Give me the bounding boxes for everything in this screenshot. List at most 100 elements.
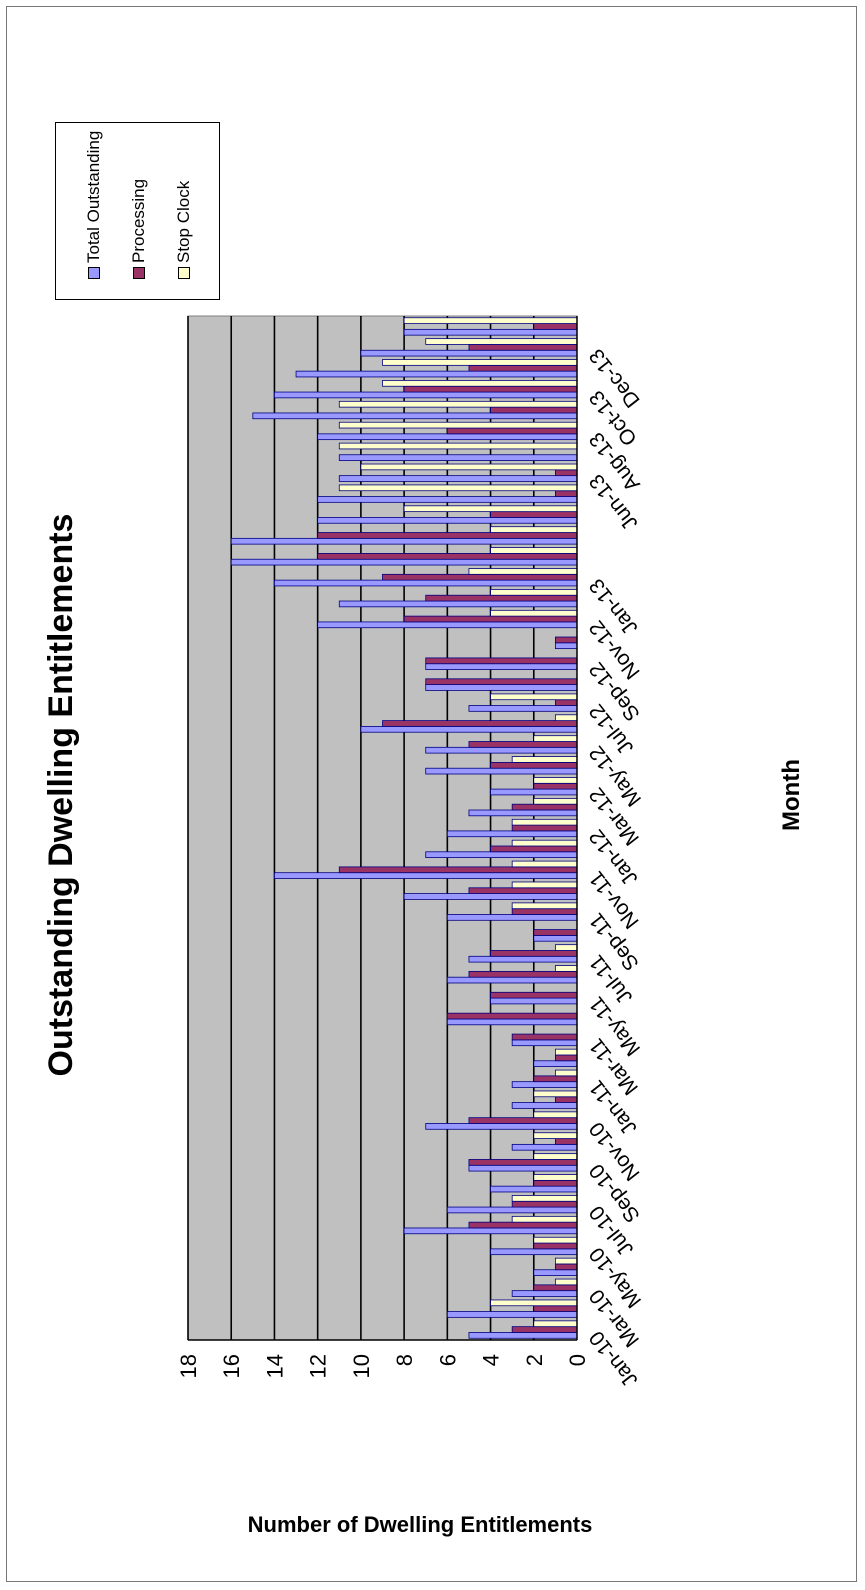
bar: [554, 1048, 578, 1056]
bar: [425, 767, 578, 775]
bar: [490, 950, 578, 957]
bar: [403, 317, 578, 324]
bar: [533, 735, 578, 742]
bar: [554, 965, 578, 972]
bar: [468, 1221, 578, 1229]
bar: [295, 370, 578, 378]
x-axis-label: Month: [778, 759, 805, 831]
bar: [511, 902, 578, 910]
bar: [446, 1018, 578, 1026]
bar: [338, 421, 578, 429]
bar: [468, 568, 578, 575]
bar: [230, 537, 578, 545]
bar: [490, 547, 578, 554]
bar: [533, 1060, 578, 1067]
bar: [554, 469, 578, 477]
bar: [533, 1305, 578, 1312]
bar: [511, 1195, 578, 1202]
bar: [554, 1096, 578, 1103]
bar: [533, 1179, 578, 1187]
bar: [425, 684, 578, 691]
bar: [511, 908, 578, 915]
bar: [468, 1117, 578, 1124]
bar: [533, 929, 578, 936]
bar: [511, 1081, 578, 1088]
bar: [533, 323, 578, 330]
bar: [533, 1111, 578, 1119]
bar: [490, 997, 578, 1005]
bar: [554, 1257, 578, 1265]
bar: [490, 788, 578, 796]
legend-label-stop-clock: Stop Clock: [174, 180, 193, 263]
y-axis-label: Number of Dwelling Entitlements: [248, 1512, 593, 1537]
bar: [511, 1290, 578, 1297]
bar: [533, 1236, 578, 1244]
y-tick-label: 4: [479, 1354, 504, 1366]
bar: [403, 328, 578, 336]
bar: [468, 970, 578, 978]
bar: [274, 391, 578, 399]
bar: [511, 756, 578, 763]
bar: [446, 976, 578, 984]
bar: [554, 642, 578, 650]
bar: [468, 1164, 578, 1172]
bar: [338, 400, 578, 408]
bar: [533, 934, 578, 942]
legend-item-stop-clock: Stop Clock: [174, 181, 194, 279]
bar: [533, 782, 578, 790]
bar: [511, 839, 578, 847]
bar: [425, 657, 578, 665]
bar: [317, 532, 578, 539]
bar: [554, 490, 578, 497]
bar: [468, 741, 578, 748]
bar: [554, 636, 578, 644]
bar: [511, 1215, 578, 1223]
bar: [490, 1248, 578, 1256]
bar: [446, 830, 578, 838]
bar: [425, 338, 578, 345]
bar: [490, 991, 578, 999]
bar: [511, 860, 578, 868]
bar: [425, 663, 578, 670]
bar: [425, 851, 578, 859]
legend: Total Outstanding Processing Stop Clock: [55, 122, 220, 300]
bar: [446, 1311, 578, 1318]
bar: [468, 1159, 578, 1166]
bar: [554, 1138, 578, 1145]
bar: [425, 746, 578, 754]
bar: [446, 427, 578, 435]
bar: [446, 1012, 578, 1020]
y-tick-label: 10: [349, 1354, 374, 1378]
bar: [490, 609, 578, 617]
bar: [533, 1284, 578, 1292]
bar: [533, 1090, 578, 1098]
bar: [490, 845, 578, 853]
bar: [490, 1299, 578, 1307]
bar: [511, 818, 578, 826]
bar: [490, 693, 578, 701]
bar: [382, 359, 578, 366]
bar: [511, 1039, 578, 1047]
bar: [490, 1185, 578, 1193]
bar: [554, 1069, 578, 1077]
bar: [533, 1132, 578, 1139]
bar: [511, 1326, 578, 1333]
bar: [338, 454, 578, 461]
y-tick-label: 16: [219, 1354, 244, 1378]
bar: [533, 1242, 578, 1250]
bar: [338, 866, 578, 874]
legend-swatch-total: [88, 267, 100, 279]
bar: [338, 484, 578, 492]
bar: [490, 406, 578, 414]
bar: [511, 1143, 578, 1151]
bar: [468, 1332, 578, 1339]
legend-item-total: Total Outstanding: [84, 131, 104, 279]
bar: [533, 797, 578, 805]
bar: [403, 615, 578, 623]
bar: [554, 944, 578, 951]
legend-label-processing: Processing: [129, 178, 148, 263]
bar: [338, 600, 578, 608]
bar: [446, 914, 578, 921]
bar: [403, 893, 578, 900]
bar: [468, 705, 578, 712]
